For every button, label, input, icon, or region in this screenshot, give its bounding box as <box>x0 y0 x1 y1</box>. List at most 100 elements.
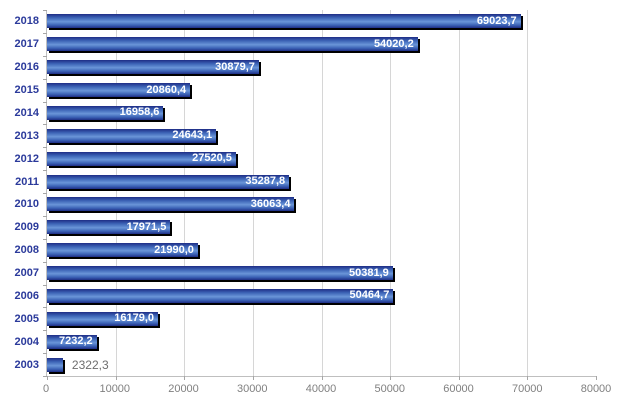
y-tick-mark <box>43 353 47 355</box>
y-tick-mark <box>43 284 47 286</box>
x-tick-mark <box>184 376 186 380</box>
y-tick-mark <box>43 238 47 240</box>
bar-row: 69023,7 <box>47 10 596 33</box>
x-axis-tick-label: 30000 <box>236 383 268 395</box>
y-tick-mark <box>43 55 47 57</box>
x-tick-mark <box>458 376 460 380</box>
bar-row: 16179,0 <box>47 307 596 330</box>
x-tick-mark <box>47 376 48 380</box>
year-label: 2013 <box>14 129 39 142</box>
year-label: 2017 <box>14 37 39 50</box>
bar-row: 7232,2 <box>47 330 596 353</box>
bar-value-label: 2322,3 <box>71 357 109 372</box>
y-tick-mark <box>43 193 47 194</box>
bar: 50381,9 <box>47 266 393 281</box>
bar-row: 20860,4 <box>47 79 596 102</box>
bar-value-label: 69023,7 <box>476 14 517 27</box>
y-tick-mark <box>43 307 47 309</box>
bar-row: 54020,2 <box>47 33 596 56</box>
bar-value-label: 27520,5 <box>192 152 232 165</box>
gridline <box>184 10 186 376</box>
year-label: 2007 <box>14 267 39 280</box>
bar-row: 17971,5 <box>47 216 596 239</box>
bar: 16958,6 <box>47 105 164 120</box>
bar-value-label: 50381,9 <box>348 266 389 279</box>
x-axis-tick-label: 20000 <box>168 383 199 395</box>
bar: 7232,2 <box>47 334 97 349</box>
bar: 21990,0 <box>47 243 198 258</box>
year-label: 2016 <box>14 60 39 73</box>
bar-value-label: 21990,0 <box>154 243 194 256</box>
bar: 16179,0 <box>47 311 159 326</box>
bar: 24643,1 <box>47 128 217 143</box>
gridline <box>252 10 254 376</box>
y-tick-mark <box>43 376 47 377</box>
year-label: 2018 <box>14 14 39 27</box>
bar: 50464,7 <box>47 288 394 303</box>
bar-row: 36063,4 <box>47 193 596 216</box>
y-tick-mark <box>43 124 47 126</box>
y-tick-mark <box>43 147 47 149</box>
bar-row: 24643,1 <box>47 124 596 147</box>
bar: 27520,5 <box>47 151 236 166</box>
x-tick-mark <box>390 376 392 380</box>
bar-row: 50464,7 <box>47 285 596 308</box>
x-axis-tick-label: 0 <box>42 383 50 395</box>
year-label: 2014 <box>14 106 39 119</box>
year-label: 2003 <box>14 359 39 372</box>
year-label: 2008 <box>14 244 39 257</box>
bar-value-label: 16958,6 <box>119 106 160 119</box>
bar-row: 30879,7 <box>47 56 596 79</box>
bar: 30879,7 <box>47 60 259 75</box>
bar: 69023,7 <box>47 14 521 29</box>
y-tick-mark <box>43 170 47 172</box>
bar-row: 50381,9 <box>47 262 596 285</box>
year-label: 2005 <box>14 313 39 326</box>
bar-row: 35287,8 <box>47 170 596 193</box>
plot-area: 69023,7 54020,2 30879,7 20860,4 16958,6 … <box>43 10 597 380</box>
bar-value-label: 35287,8 <box>245 175 286 188</box>
category-axis: 2018 2017 2016 2015 2014 2013 2012 2011 2010 2009… <box>0 10 39 377</box>
bar-value-label: 20860,4 <box>146 83 187 96</box>
bar-row: 27520,5 <box>47 147 596 170</box>
y-tick-mark <box>43 78 47 80</box>
year-label: 2010 <box>14 198 39 211</box>
year-label: 2012 <box>14 152 39 165</box>
bar-value-label: 36063,4 <box>250 197 291 210</box>
x-axis-tick-label: 60000 <box>443 383 474 395</box>
gridline <box>527 10 529 376</box>
year-label: 2004 <box>14 336 39 349</box>
y-tick-mark <box>43 32 47 34</box>
y-tick-mark <box>43 101 47 103</box>
x-axis-tick-label: 50000 <box>374 383 406 395</box>
x-tick-mark <box>115 376 117 380</box>
gridline <box>390 10 392 376</box>
y-tick-mark <box>43 215 47 217</box>
bar: 2322,3 <box>47 357 109 372</box>
bar: 20860,4 <box>47 83 191 98</box>
bar-value-label: 50464,7 <box>349 289 390 302</box>
gridline <box>115 10 117 376</box>
x-tick-mark <box>596 376 597 380</box>
y-tick-mark <box>43 330 47 332</box>
bar: 54020,2 <box>47 37 418 52</box>
x-axis-tick-label: 40000 <box>305 383 337 395</box>
year-label: 2006 <box>14 290 39 303</box>
gridline <box>458 10 460 376</box>
bar-row: 21990,0 <box>47 239 596 262</box>
year-label: 2009 <box>14 221 39 234</box>
bar-row: 16958,6 <box>47 102 596 125</box>
x-axis-tick-label: 70000 <box>511 383 543 395</box>
x-tick-mark <box>527 376 529 380</box>
x-axis-tick-label: 10000 <box>99 383 131 395</box>
bar-value-label: 54020,2 <box>373 37 414 50</box>
x-axis-tick-label: 80000 <box>580 383 612 395</box>
bar-value-label: 30879,7 <box>215 60 255 73</box>
bar: 17971,5 <box>47 220 171 235</box>
y-tick-mark <box>43 261 47 263</box>
x-tick-mark <box>321 376 323 380</box>
bar-value-label: 16179,0 <box>114 312 155 325</box>
value-axis: 0 10000 20000 30000 40000 50000 60000 70000 8000… <box>42 383 611 399</box>
bar-rows: 69023,7 54020,2 30879,7 20860,4 16958,6 … <box>47 10 596 376</box>
